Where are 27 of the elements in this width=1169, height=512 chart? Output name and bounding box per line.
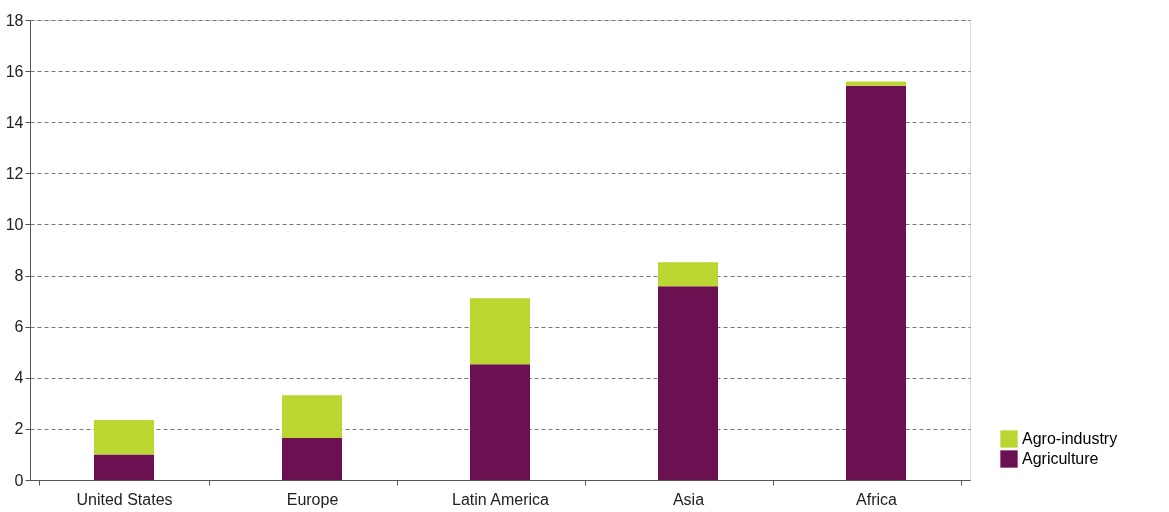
bar <box>282 438 342 480</box>
x-tick-label: United States <box>76 490 173 508</box>
x-tick-label: Europe <box>286 490 339 508</box>
bar <box>846 81 906 86</box>
y-tick-label: 0 <box>14 471 24 489</box>
x-tick-label: Africa <box>856 490 898 508</box>
y-tick-label: 10 <box>5 215 24 233</box>
y-tick-label: 14 <box>5 113 24 131</box>
y-tick-label: 6 <box>14 318 24 336</box>
bar <box>94 419 154 455</box>
x-tick-label: Asia <box>672 490 705 508</box>
bar <box>282 395 342 439</box>
y-tick-label: 18 <box>5 11 24 29</box>
legend-label: Agro-industry <box>1022 430 1118 447</box>
y-tick-label: 8 <box>14 267 24 285</box>
x-tick-label: Latin America <box>452 490 550 508</box>
y-tick-label: 16 <box>5 62 24 80</box>
bar <box>470 364 530 480</box>
bar <box>470 298 530 365</box>
bar <box>846 85 906 480</box>
legend-label: Agriculture <box>1022 450 1099 467</box>
y-tick-label: 4 <box>14 369 24 387</box>
y-tick-label: 12 <box>5 164 24 182</box>
y-tick-label: 2 <box>14 420 24 438</box>
bar <box>94 454 154 480</box>
bar <box>658 286 718 480</box>
bar <box>658 262 718 287</box>
